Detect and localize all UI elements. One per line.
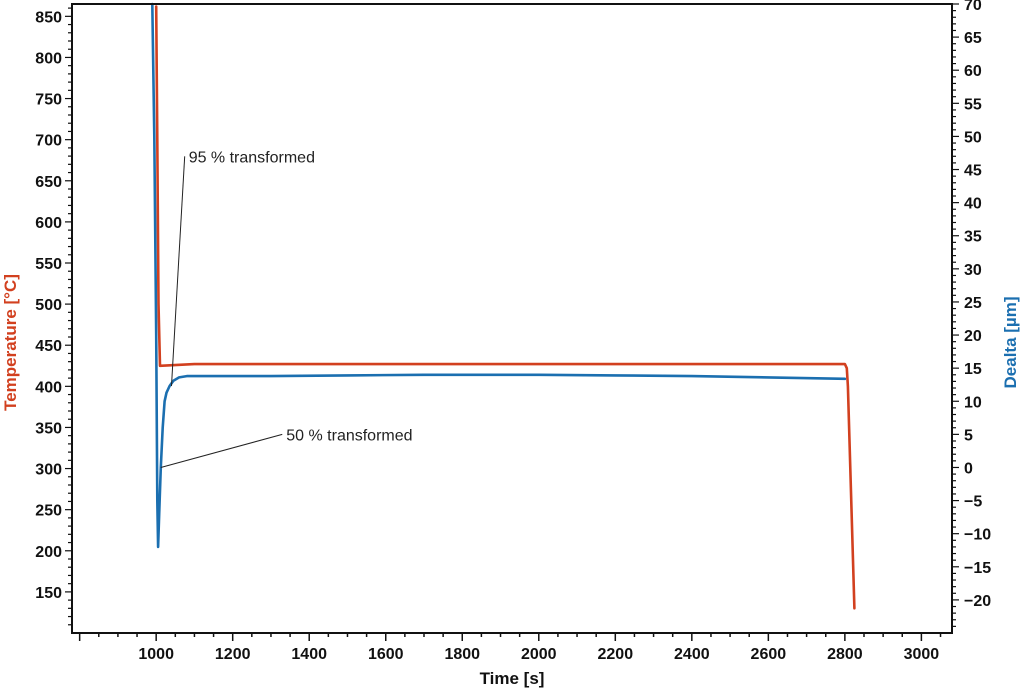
right-tick-label: −10 (964, 527, 991, 544)
right-tick-label: 10 (964, 394, 982, 411)
x-tick-label: 2200 (598, 646, 634, 663)
right-tick-label: 50 (964, 129, 982, 146)
right-tick-label: 55 (964, 96, 982, 113)
left-tick-label: 600 (35, 215, 62, 232)
annotation-label: 50 % transformed (286, 427, 412, 444)
left-tick-label: 750 (35, 92, 62, 109)
right-tick-label: 5 (964, 427, 973, 444)
left-tick-label: 500 (35, 297, 62, 314)
left-tick-label: 350 (35, 420, 62, 437)
left-axis-title: Temperature [°C] (1, 274, 20, 411)
annotation-layer: 95 % transformed 50 % transformed (160, 149, 413, 468)
right-tick-label: −5 (964, 494, 982, 511)
ticks-layer: 1000 1200 1400 1600 1800 2000 2200 2400 2600 2800… (35, 0, 991, 663)
right-axis-title: Dealta [µm] (1001, 297, 1020, 389)
x-tick-label: 1400 (291, 646, 327, 663)
annotation-leader-line (160, 433, 283, 468)
x-tick-label: 2000 (521, 646, 557, 663)
left-tick-label: 400 (35, 379, 62, 396)
right-tick-label: 40 (964, 196, 982, 213)
left-tick-label: 200 (35, 544, 62, 561)
x-tick-label: 1000 (138, 646, 174, 663)
right-tick-label: 35 (964, 229, 982, 246)
right-tick-label: 15 (964, 361, 982, 378)
x-tick-label: 3000 (904, 646, 940, 663)
right-tick-label: 20 (964, 328, 982, 345)
right-tick-label: 30 (964, 262, 982, 279)
series-layer (151, 2, 856, 610)
right-tick-label: 25 (964, 295, 982, 312)
left-tick-label: 700 (35, 133, 62, 150)
left-tick-label: 450 (35, 338, 62, 355)
annotation-label: 95 % transformed (189, 149, 315, 166)
x-tick-label: 1800 (444, 646, 480, 663)
x-axis-title: Time [s] (480, 669, 545, 688)
temperature-series-line (154, 5, 856, 610)
x-tick-label: 1200 (215, 646, 251, 663)
left-tick-label: 150 (35, 585, 62, 602)
left-tick-label: 250 (35, 503, 62, 520)
right-tick-label: −15 (964, 560, 991, 577)
delta-series-line (151, 2, 847, 549)
left-tick-label: 300 (35, 462, 62, 479)
right-tick-label: −20 (964, 593, 991, 610)
left-tick-label: 850 (35, 9, 62, 26)
x-tick-label: 2600 (751, 646, 787, 663)
right-tick-label: 60 (964, 63, 982, 80)
right-tick-label: 45 (964, 163, 982, 180)
left-tick-label: 550 (35, 256, 62, 273)
left-tick-label: 650 (35, 174, 62, 191)
left-tick-label: 800 (35, 50, 62, 67)
right-tick-label: 70 (964, 0, 982, 14)
right-tick-label: 0 (964, 460, 973, 477)
annotation-leader-line (170, 156, 186, 387)
x-tick-label: 2800 (827, 646, 863, 663)
x-tick-label: 1600 (368, 646, 404, 663)
plot-frame (71, 3, 953, 634)
right-tick-label: 65 (964, 30, 982, 47)
x-tick-label: 2400 (674, 646, 710, 663)
